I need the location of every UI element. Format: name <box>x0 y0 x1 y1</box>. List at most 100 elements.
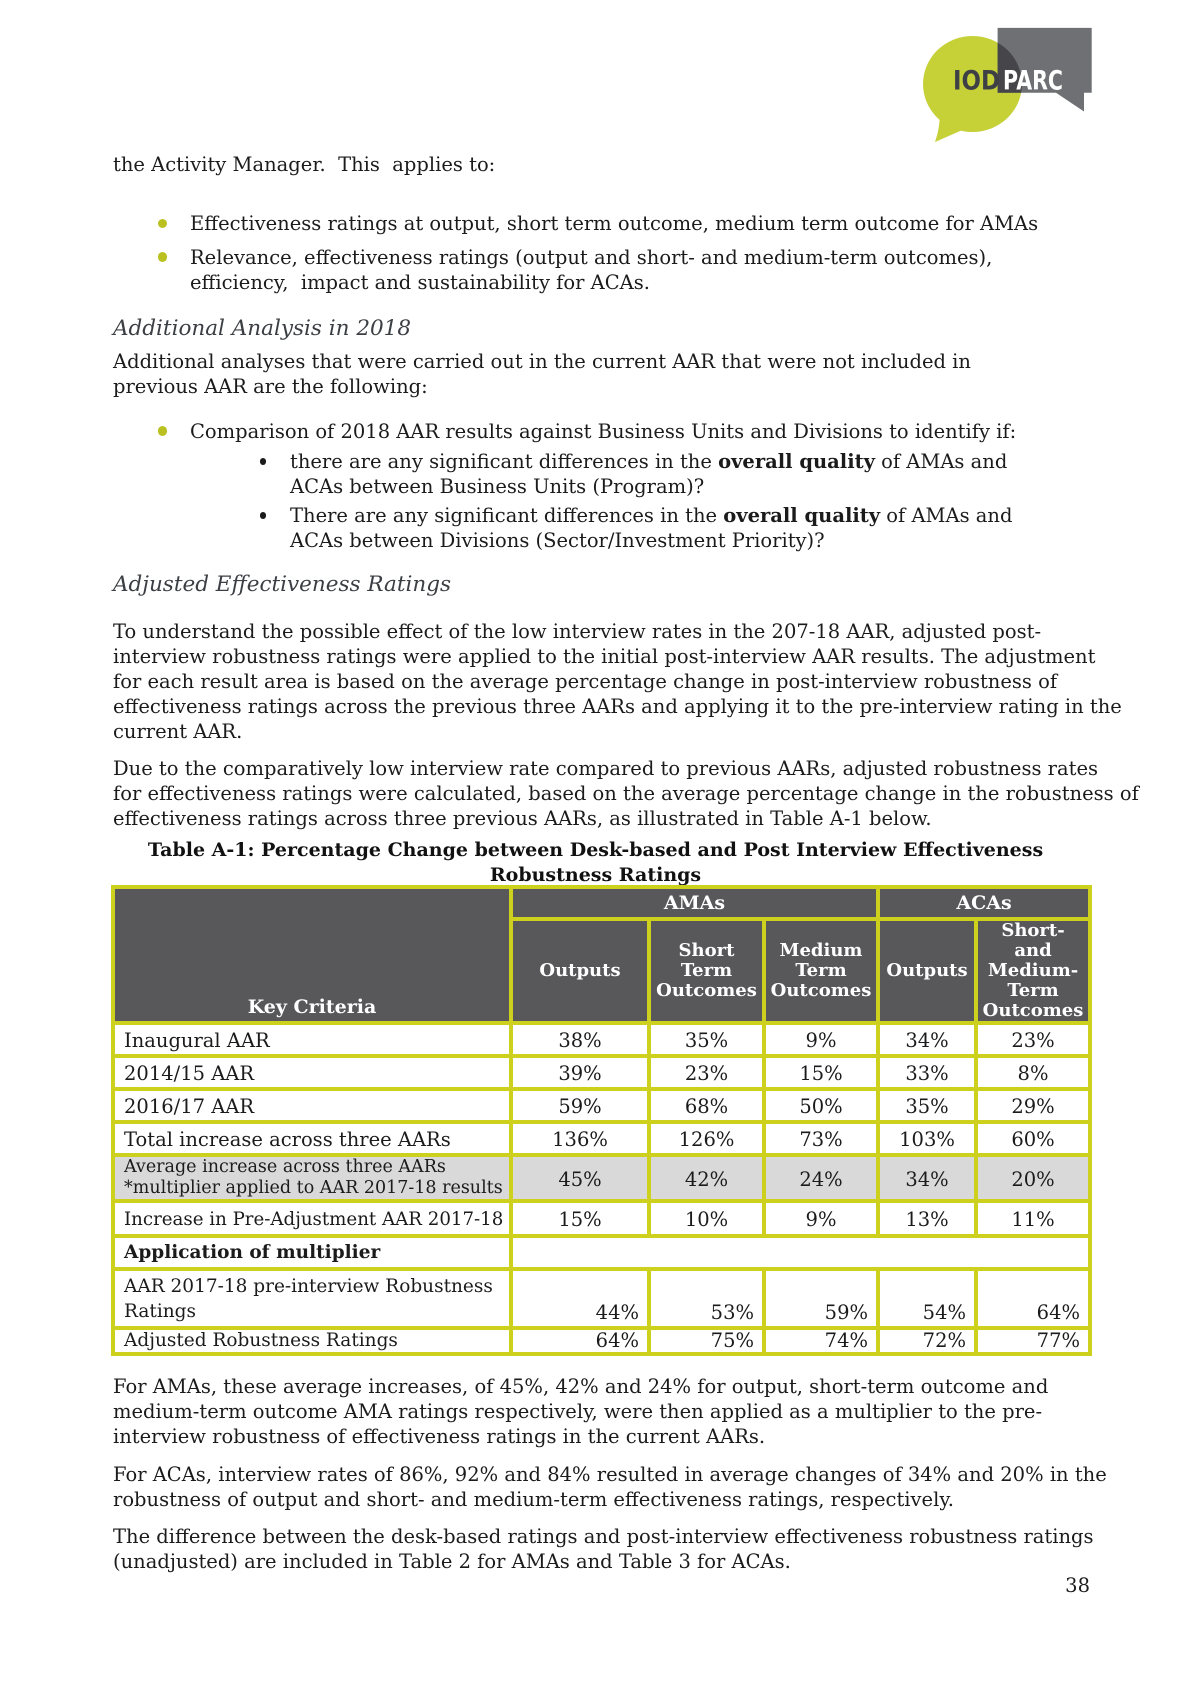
list-item: There are any significant differences in… <box>113 503 1012 553</box>
list-item-text: Effectiveness ratings at output, short t… <box>190 212 1039 235</box>
paragraph: For AMAs, these average increases, of 45… <box>113 1375 1049 1449</box>
table-title: Table A-1: Percentage Change between Des… <box>147 838 1044 886</box>
paragraph: Due to the comparatively low interview r… <box>113 757 1139 831</box>
section-heading-additional-analysis: Additional Analysis in 2018 <box>113 316 412 341</box>
row-label: Total increase across three AARs <box>111 1119 513 1157</box>
table-cell: 42% <box>647 1152 766 1203</box>
logo-parc-text: PARC <box>1003 65 1063 97</box>
table-cell: 136% <box>509 1119 651 1157</box>
table-cell: 23% <box>647 1053 766 1091</box>
table-cell: 59% <box>509 1087 651 1124</box>
table-cell: 23% <box>974 1021 1093 1058</box>
table-cell: 103% <box>876 1119 979 1157</box>
table-cell: 15% <box>509 1198 651 1238</box>
section-heading-adjusted-effectiveness: Adjusted Effectiveness Ratings <box>113 572 452 597</box>
table-cell: 68% <box>647 1087 766 1124</box>
table-cell: 34% <box>876 1152 979 1203</box>
table-cell: 73% <box>761 1119 881 1157</box>
intro-paragraph: the Activity Manager. This applies to: <box>113 153 496 176</box>
sub-bullet-post: of AMAs and ACAs between Business Units … <box>290 450 1008 499</box>
table-cell: 35% <box>876 1087 979 1124</box>
table-a1-grid: Key Criteria AMAs ACAs Outputs Short Ter… <box>111 885 1093 1356</box>
table-cell: 34% <box>876 1021 979 1058</box>
table-cell: 9% <box>761 1198 881 1238</box>
table-cell: 11% <box>974 1198 1093 1238</box>
table-cell: 60% <box>974 1119 1093 1157</box>
table-cell: 9% <box>761 1021 881 1058</box>
logo-green-bubble <box>923 36 1022 132</box>
table-group-header-row: Key Criteria AMAs ACAs <box>111 885 1093 1025</box>
row-label: AAR 2017-18 pre-interview Robustness Rat… <box>111 1266 513 1330</box>
sub-bullet-bold: overall quality <box>718 450 875 474</box>
list-item-text: there are any significant differences in… <box>290 450 1007 498</box>
row-label: 2016/17 AAR <box>111 1087 513 1124</box>
sub-bullet-list: there are any significant differences in… <box>113 449 1012 553</box>
table-cell: 10% <box>647 1198 766 1238</box>
bullet-icon <box>157 252 167 262</box>
iod-parc-logo: IOD PARC <box>920 26 1095 145</box>
column-header: Short- and Medium- Term Outcomes <box>974 917 1093 1025</box>
sub-bullet-pre: there are any significant differences in… <box>290 450 719 474</box>
table-cell: 33% <box>876 1053 979 1091</box>
row-label: Inaugural AAR <box>111 1021 513 1058</box>
table-cell: 64% <box>509 1325 651 1356</box>
logo-iod-text: IOD <box>953 64 1000 95</box>
group-header-amas: AMAs <box>508 885 881 921</box>
key-criteria-header: Key Criteria <box>111 885 513 1025</box>
table-a1: Key Criteria AMAs ACAs Outputs Short Ter… <box>111 885 1093 1356</box>
paragraph: To understand the possible effect of the… <box>113 619 1122 743</box>
row-label: Adjusted Robustness Ratings <box>111 1325 513 1356</box>
paragraph: Additional analyses that were carried ou… <box>113 349 971 398</box>
column-header: Medium Term Outcomes <box>761 917 881 1025</box>
table-row: Application of multiplier <box>111 1233 1093 1271</box>
list-item-text: There are any significant differences in… <box>290 504 1012 552</box>
table-row: 2016/17 AAR 59% 68% 50% 35% 29% <box>111 1087 1093 1124</box>
table-row: Adjusted Robustness Ratings 64% 75% 74% 72% 7… <box>111 1325 1093 1356</box>
list-item-text: Relevance, effectiveness ratings (output… <box>190 245 993 294</box>
bullet-icon <box>157 218 167 228</box>
table-cell: 50% <box>761 1087 881 1124</box>
table-cell: 29% <box>974 1087 1093 1124</box>
sub-bullet-bold: overall quality <box>723 504 881 528</box>
table-cell: 13% <box>876 1198 979 1238</box>
table-row: Total increase across three AARs 136% 126%… <box>111 1119 1093 1157</box>
sub-bullet-post: of AMAs and ACAs between Divisions (Sect… <box>290 504 1013 553</box>
row-label: Average increase across three AARs *mult… <box>111 1152 513 1203</box>
row-label: 2014/15 AAR <box>111 1053 513 1091</box>
bullet-icon <box>157 426 167 436</box>
list-item: there are any significant differences in… <box>113 449 1012 499</box>
table-cell: 35% <box>647 1021 766 1058</box>
table-cell: 72% <box>876 1325 979 1356</box>
list-item: Relevance, effectiveness ratings (output… <box>113 245 1038 295</box>
table-cell: 8% <box>974 1053 1093 1091</box>
paragraph: The difference between the desk-based ra… <box>113 1525 1094 1574</box>
list-item: Effectiveness ratings at output, short t… <box>113 211 1038 236</box>
row-label: Increase in Pre-Adjustment AAR 2017-18 <box>111 1198 513 1238</box>
table-row: Inaugural AAR 38% 35% 9% 34% 23% <box>111 1021 1093 1058</box>
table-cell: 126% <box>647 1119 766 1157</box>
iod-parc-logo-graphic: IOD PARC <box>923 27 1092 142</box>
table-row: Increase in Pre-Adjustment AAR 2017-18 15… <box>111 1198 1093 1238</box>
table-cell: 54% <box>876 1266 979 1330</box>
table-cell: 44% <box>509 1266 651 1330</box>
table-column-header-row: Outputs Short Term Outcomes Medium Term … <box>113 917 1093 1025</box>
column-header: Short Term Outcomes <box>647 917 766 1025</box>
logo-green-bubble-tail <box>935 112 967 142</box>
table-cell: 20% <box>974 1152 1093 1203</box>
table-cell: 75% <box>647 1325 766 1356</box>
table-cell: 59% <box>761 1266 881 1330</box>
bullet-icon <box>259 458 266 465</box>
sub-bullet-pre: There are any significant differences in… <box>290 504 724 528</box>
table-cell: 64% <box>974 1266 1093 1330</box>
paragraph: For ACAs, interview rates of 86%, 92% an… <box>113 1462 1107 1511</box>
page-number: 38 <box>1065 1573 1090 1597</box>
row-label: Application of multiplier <box>111 1233 513 1271</box>
table-row: 2014/15 AAR 39% 23% 15% 33% 8% <box>111 1053 1093 1091</box>
table-cell: 15% <box>761 1053 881 1091</box>
table-cell: 24% <box>761 1152 881 1203</box>
table-row: Average increase across three AARs *mult… <box>111 1152 1093 1203</box>
table-cell: 53% <box>647 1266 766 1330</box>
group-header-acas: ACAs <box>876 885 1093 921</box>
table-row: AAR 2017-18 pre-interview Robustness Rat… <box>111 1266 1093 1330</box>
